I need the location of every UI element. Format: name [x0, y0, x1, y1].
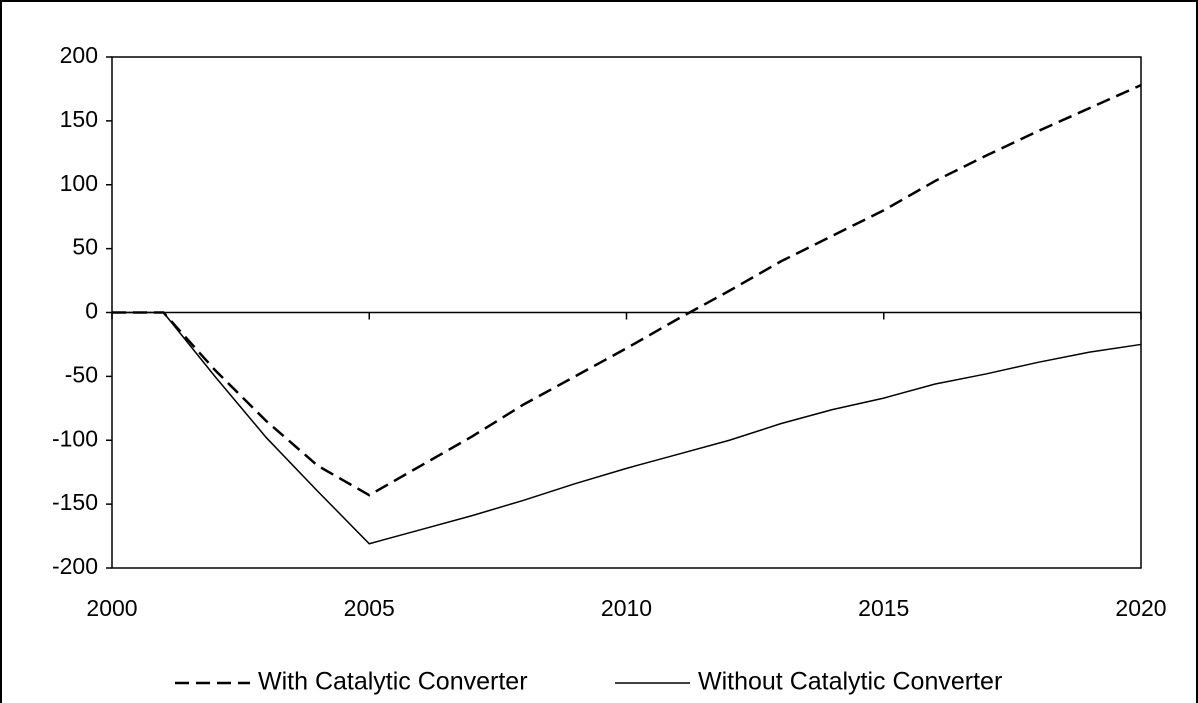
series-line: [112, 311, 1142, 545]
y-tick-label: -200: [52, 553, 98, 579]
x-tick-label: 2015: [858, 595, 909, 621]
y-tick-label: 0: [85, 298, 98, 324]
series-line: [112, 83, 1142, 497]
y-tick-label: 150: [60, 106, 98, 132]
x-tick-label: 2000: [86, 595, 137, 621]
y-tick-label: 200: [60, 42, 98, 68]
y-tick-label: -50: [65, 361, 98, 387]
y-tick-label: -150: [52, 489, 98, 515]
y-tick-label: -100: [52, 425, 98, 451]
x-tick-label: 2010: [601, 595, 652, 621]
y-tick-label: 100: [60, 170, 98, 196]
legend-label: With Catalytic Converter: [258, 668, 528, 696]
y-tick-label: 50: [72, 234, 98, 260]
x-tick-label: 2020: [1115, 595, 1166, 621]
legend-label: Without Catalytic Converter: [698, 668, 1002, 696]
x-tick-label: 2005: [344, 595, 395, 621]
